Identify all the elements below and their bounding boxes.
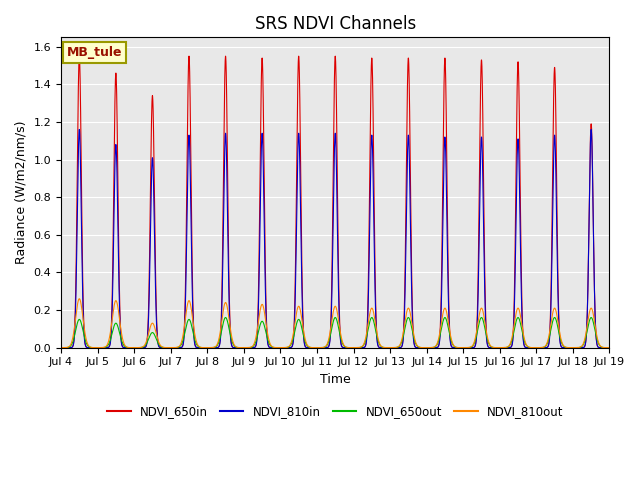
Title: SRS NDVI Channels: SRS NDVI Channels xyxy=(255,15,416,33)
Text: MB_tule: MB_tule xyxy=(67,46,122,59)
Y-axis label: Radiance (W/m2/nm/s): Radiance (W/m2/nm/s) xyxy=(15,121,28,264)
Legend: NDVI_650in, NDVI_810in, NDVI_650out, NDVI_810out: NDVI_650in, NDVI_810in, NDVI_650out, NDV… xyxy=(102,400,568,422)
X-axis label: Time: Time xyxy=(320,373,351,386)
